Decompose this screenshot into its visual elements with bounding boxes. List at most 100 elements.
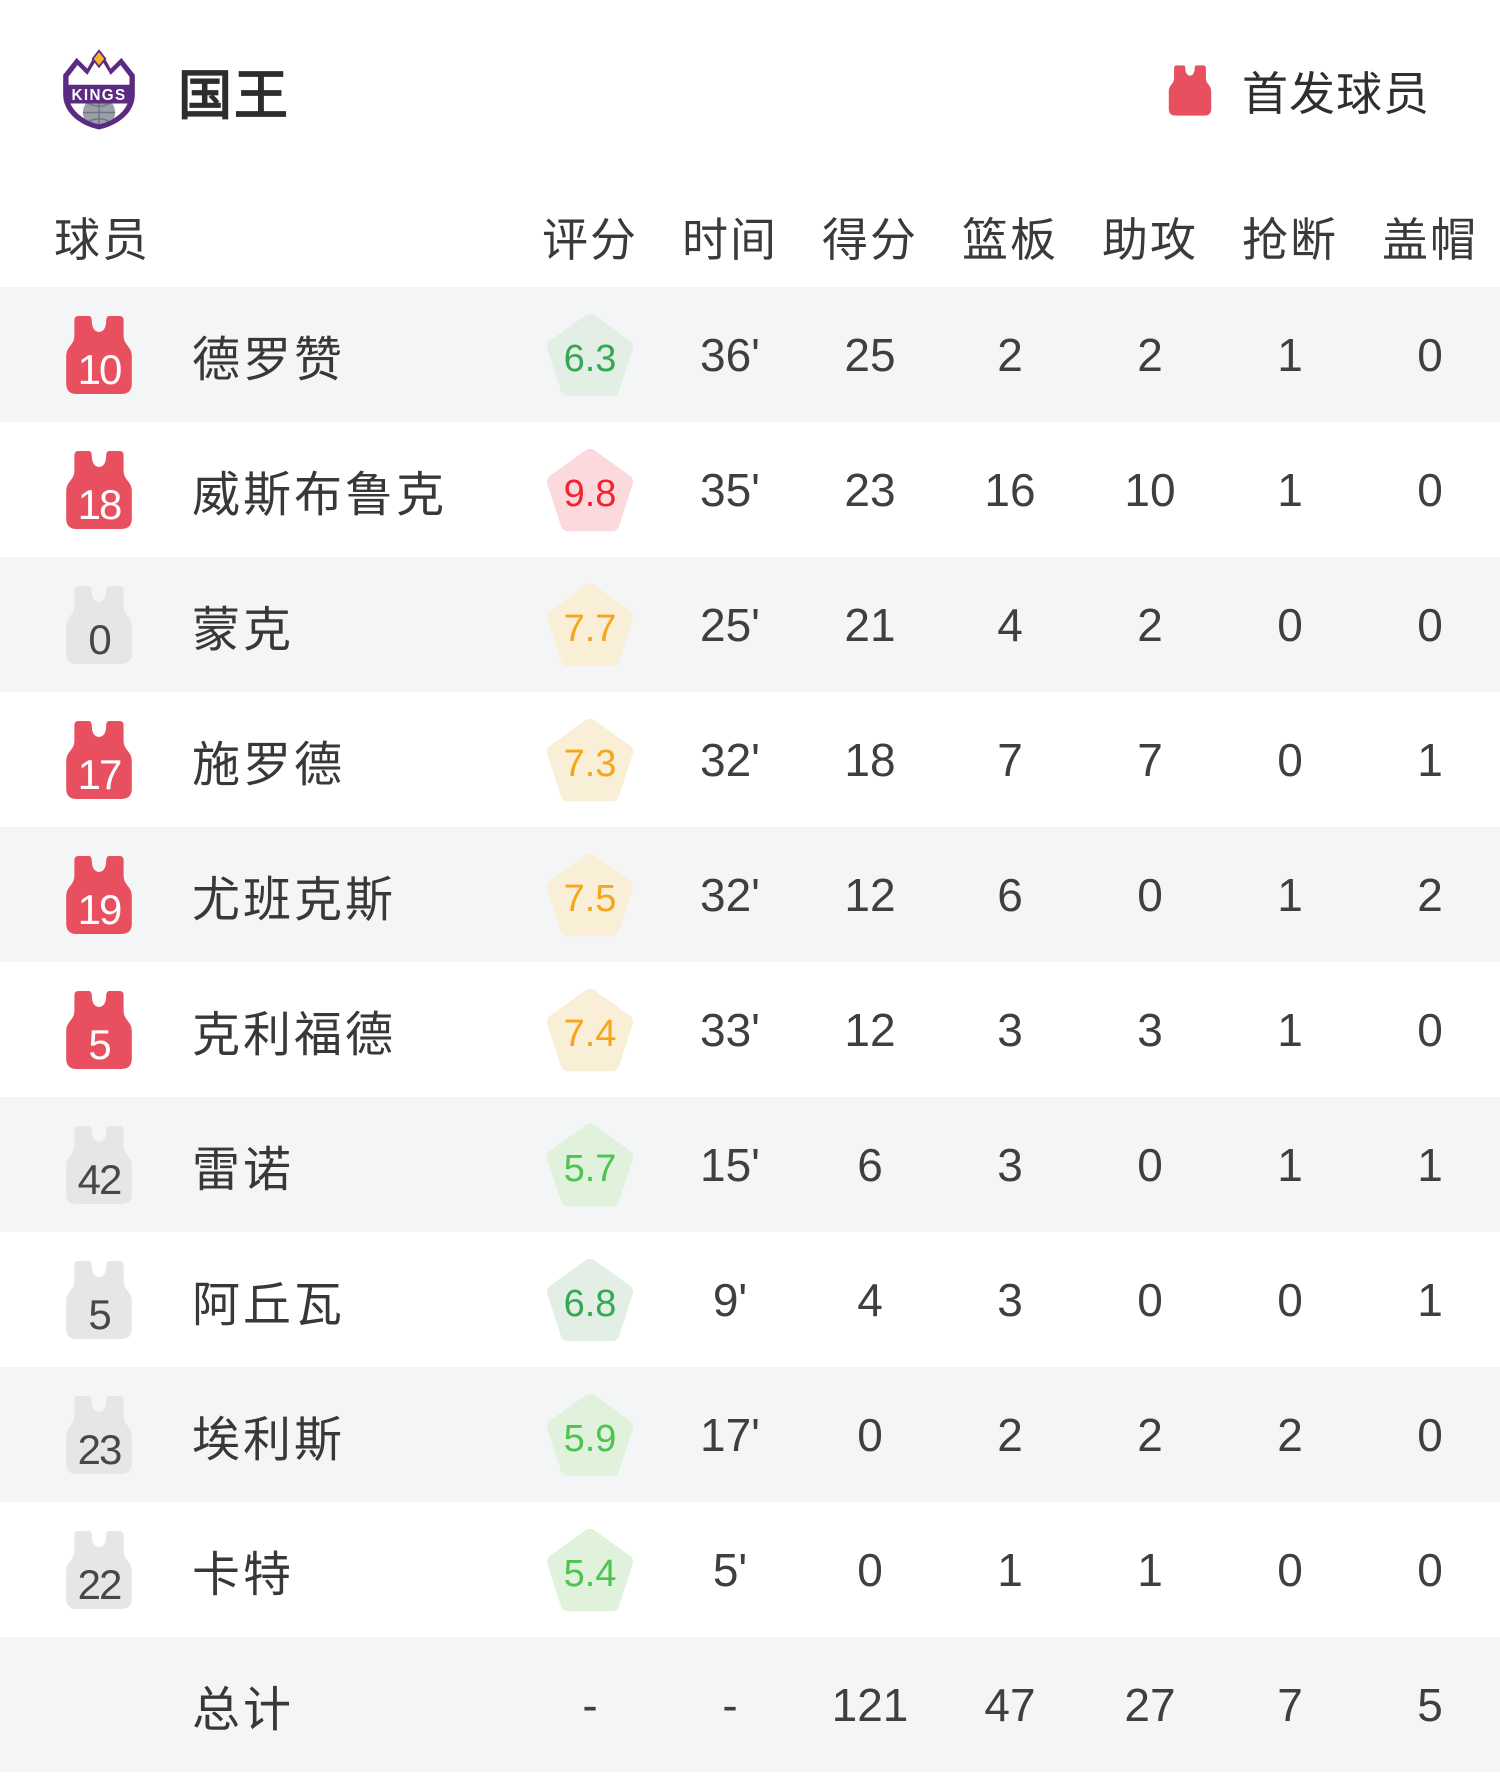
rating-value: 9.8 — [563, 473, 617, 515]
player-name: 尤班克斯 — [192, 873, 397, 927]
steals-value: 1 — [1277, 463, 1303, 516]
rebounds-value: 1 — [997, 1543, 1023, 1596]
blocks-value: 0 — [1417, 463, 1443, 516]
player-row[interactable]: 10 德罗赞 6.3 36' 25 2 2 1 0 — [0, 287, 1500, 422]
starter-legend: 首发球员 — [1166, 58, 1430, 124]
rating-cell: 9.8 — [520, 446, 660, 534]
rating-badge: 7.4 — [544, 986, 636, 1074]
player-name: 克利福德 — [192, 1008, 397, 1062]
jersey-number: 10 — [77, 345, 123, 393]
starter-jersey-icon — [1168, 65, 1212, 116]
col-header-time: 时间 — [682, 214, 778, 266]
rating-cell: 7.7 — [520, 581, 660, 669]
total-blocks: 5 — [1417, 1678, 1443, 1731]
player-jersey-icon: 22 — [62, 1529, 136, 1611]
player-cell: 23 埃利斯 — [0, 1394, 520, 1476]
time-value: 25' — [700, 598, 760, 651]
time-value: 17' — [700, 1408, 760, 1461]
player-name: 威斯布鲁克 — [192, 468, 448, 522]
assists-value: 0 — [1137, 1138, 1163, 1191]
total-row: 总计 - - 121 47 27 7 5 — [0, 1637, 1500, 1772]
player-name: 阿丘瓦 — [192, 1278, 346, 1332]
points-value: 12 — [844, 1003, 896, 1056]
total-label-cell: 总计 — [0, 1670, 520, 1740]
player-cell: 10 德罗赞 — [0, 314, 520, 396]
steals-value: 1 — [1277, 1003, 1303, 1056]
assists-value: 2 — [1137, 328, 1163, 381]
total-rebounds: 47 — [984, 1678, 1036, 1731]
player-name: 德罗赞 — [192, 333, 346, 387]
rating-cell: 5.7 — [520, 1121, 660, 1209]
rating-value: 5.9 — [563, 1418, 617, 1460]
rating-value: 7.4 — [563, 1013, 617, 1055]
total-assists: 27 — [1124, 1678, 1176, 1731]
player-row[interactable]: 23 埃利斯 5.9 17' 0 2 2 2 0 — [0, 1367, 1500, 1502]
assists-value: 2 — [1137, 1408, 1163, 1461]
points-value: 12 — [844, 868, 896, 921]
blocks-value: 0 — [1417, 1408, 1443, 1461]
player-jersey-icon: 5 — [62, 1259, 136, 1341]
assists-value: 2 — [1137, 598, 1163, 651]
blocks-value: 1 — [1417, 733, 1443, 786]
points-value: 18 — [844, 733, 896, 786]
time-value: 32' — [700, 868, 760, 921]
blocks-value: 0 — [1417, 598, 1443, 651]
rating-cell: 7.5 — [520, 851, 660, 939]
assists-value: 10 — [1124, 463, 1176, 516]
rebounds-value: 3 — [997, 1138, 1023, 1191]
rating-badge: 9.8 — [544, 446, 636, 534]
points-value: 23 — [844, 463, 896, 516]
player-name: 埃利斯 — [192, 1413, 346, 1467]
blocks-value: 1 — [1417, 1273, 1443, 1326]
rating-value: 7.5 — [563, 878, 617, 920]
assists-value: 3 — [1137, 1003, 1163, 1056]
rebounds-value: 2 — [997, 1408, 1023, 1461]
rebounds-value: 7 — [997, 733, 1023, 786]
blocks-value: 1 — [1417, 1138, 1443, 1191]
rebounds-value: 4 — [997, 598, 1023, 651]
player-row[interactable]: 17 施罗德 7.3 32' 18 7 7 0 1 — [0, 692, 1500, 827]
total-time: - — [722, 1678, 738, 1731]
assists-value: 0 — [1137, 868, 1163, 921]
blocks-value: 0 — [1417, 328, 1443, 381]
player-row[interactable]: 5 克利福德 7.4 33' 12 3 3 1 0 — [0, 962, 1500, 1097]
player-cell: 5 阿丘瓦 — [0, 1259, 520, 1341]
player-cell: 22 卡特 — [0, 1529, 520, 1611]
player-row[interactable]: 0 蒙克 7.7 25' 21 4 2 0 0 — [0, 557, 1500, 692]
player-cell: 17 施罗德 — [0, 719, 520, 801]
total-label: 总计 — [192, 1683, 295, 1737]
player-row[interactable]: 18 威斯布鲁克 9.8 35' 23 16 10 1 0 — [0, 422, 1500, 557]
player-row[interactable]: 22 卡特 5.4 5' 0 1 1 0 0 — [0, 1502, 1500, 1637]
rating-badge: 7.5 — [544, 851, 636, 939]
steals-value: 2 — [1277, 1408, 1303, 1461]
player-row[interactable]: 5 阿丘瓦 6.8 9' 4 3 0 0 1 — [0, 1232, 1500, 1367]
rating-value: 5.4 — [563, 1553, 617, 1595]
col-header-points: 得分 — [822, 214, 918, 266]
team-name-title: 国王 — [178, 66, 290, 126]
assists-value: 7 — [1137, 733, 1163, 786]
blocks-value: 0 — [1417, 1543, 1443, 1596]
jersey-number: 19 — [77, 885, 123, 933]
assists-value: 0 — [1137, 1273, 1163, 1326]
col-header-blocks: 盖帽 — [1382, 214, 1478, 266]
jersey-number: 17 — [77, 750, 123, 798]
total-rating: - — [582, 1678, 598, 1731]
player-name: 雷诺 — [192, 1143, 295, 1197]
points-value: 21 — [844, 598, 896, 651]
player-jersey-icon: 42 — [62, 1124, 136, 1206]
rating-cell: 5.9 — [520, 1391, 660, 1479]
steals-value: 0 — [1277, 1273, 1303, 1326]
jersey-number: 23 — [77, 1425, 123, 1473]
player-jersey-icon: 18 — [62, 449, 136, 531]
player-cell: 0 蒙克 — [0, 584, 520, 666]
player-row[interactable]: 42 雷诺 5.7 15' 6 3 0 1 1 — [0, 1097, 1500, 1232]
starter-legend-label: 首发球员 — [1242, 67, 1430, 120]
steals-value: 0 — [1277, 733, 1303, 786]
rating-value: 7.7 — [563, 608, 617, 650]
steals-value: 0 — [1277, 1543, 1303, 1596]
player-row[interactable]: 19 尤班克斯 7.5 32' 12 6 0 1 2 — [0, 827, 1500, 962]
player-name: 蒙克 — [192, 603, 295, 657]
col-header-rebounds: 篮板 — [962, 214, 1058, 266]
total-steals: 7 — [1277, 1678, 1303, 1731]
